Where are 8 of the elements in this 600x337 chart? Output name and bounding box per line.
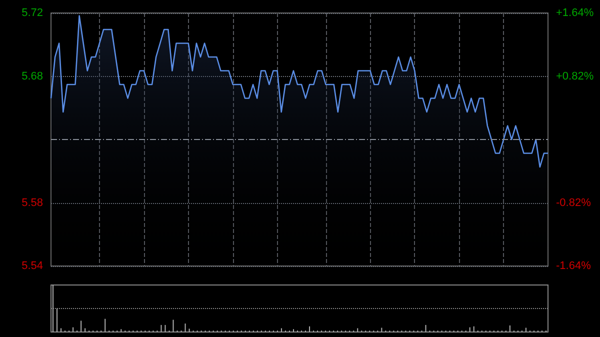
y-tick-label: 5.72	[22, 7, 43, 19]
y2-tick-label: +1.64%	[556, 7, 594, 19]
y2-tick-label: +0.82%	[556, 70, 594, 82]
y-tick-label: 5.58	[22, 196, 43, 209]
y2-tick-label: -1.64%	[556, 260, 592, 272]
y-tick-label: 5.68	[22, 70, 43, 82]
y-tick-label: 5.54	[22, 260, 43, 272]
y2-tick-label: -0.82%	[556, 196, 592, 209]
